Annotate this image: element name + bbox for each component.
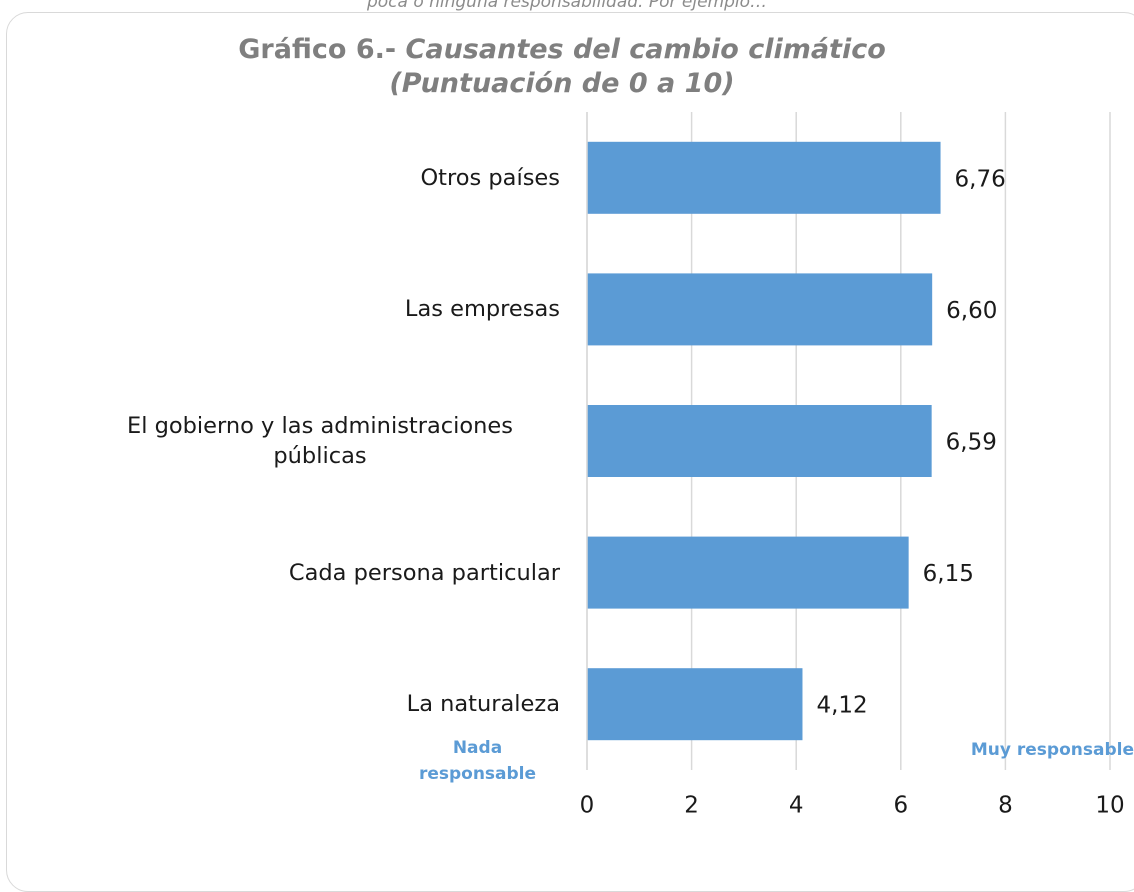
chart-title: Gráfico 6.- Causantes del cambio climáti…: [0, 33, 1124, 67]
data-label: 6,76: [955, 166, 1006, 192]
data-label: 6,15: [923, 561, 974, 587]
category-text: Otros países: [420, 164, 560, 191]
x-tick-label: 4: [789, 793, 804, 819]
header-text: poca o ninguna responsabilidad. Por ejem…: [366, 0, 768, 12]
x-tick-label: 8: [998, 793, 1013, 819]
y-tick-label: Cada persona particular: [80, 558, 560, 588]
title-prefix: Gráfico 6.-: [238, 34, 397, 65]
category-text: Cada persona particular: [288, 559, 560, 586]
bar: [587, 405, 932, 477]
category-text: La naturaleza: [406, 691, 560, 718]
data-label: 6,60: [946, 298, 997, 324]
bar: [587, 668, 803, 741]
title-text: Causantes del cambio climático: [405, 34, 886, 65]
x-tick-label: 2: [684, 793, 699, 819]
x-tick-label: 10: [1095, 793, 1124, 819]
x-tick-label: 0: [580, 793, 595, 819]
category-text: El gobierno y las administraciones públi…: [126, 413, 513, 469]
chart-subtitle: (Puntuación de 0 a 10): [389, 68, 735, 99]
y-tick-label: La naturaleza: [80, 689, 560, 719]
y-tick-label: Las empresas: [80, 294, 560, 324]
annotation-left: Nada responsable: [418, 738, 537, 784]
bar: [587, 273, 933, 346]
data-label: 4,12: [816, 693, 867, 719]
bar: [587, 536, 909, 609]
y-tick-label: Otros países: [80, 163, 560, 193]
data-label: 6,59: [946, 430, 997, 456]
annotation-right: Muy responsable: [970, 740, 1134, 760]
x-tick-label: 6: [893, 793, 908, 819]
category-text: Las empresas: [404, 296, 560, 323]
y-tick-label: El gobierno y las administraciones públi…: [80, 411, 560, 471]
bar: [587, 141, 941, 214]
